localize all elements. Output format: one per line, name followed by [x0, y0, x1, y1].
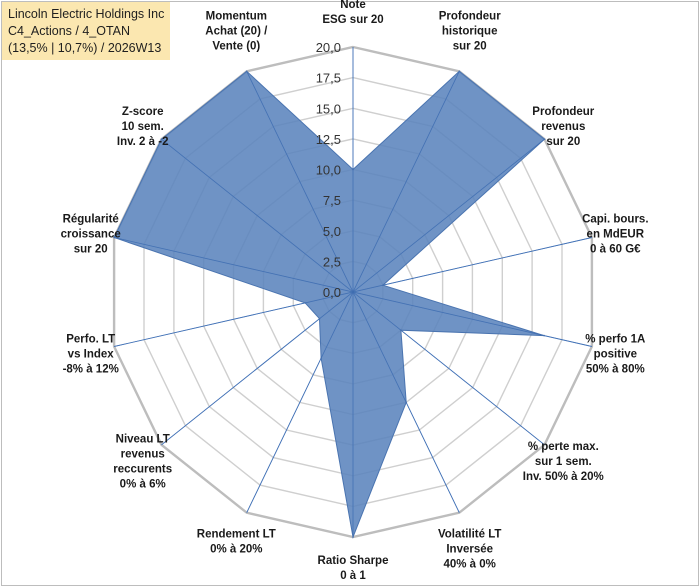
axis-label: Régularité croissance sur 20 — [61, 214, 121, 256]
chart-title-box: Lincoln Electric Holdings Inc C4_Actions… — [2, 2, 171, 60]
axis-label: Rendement LT 0% à 20% — [197, 528, 276, 555]
axis-label: Profondeur historique sur 20 — [439, 11, 501, 53]
tick-label: 17,5 — [316, 71, 341, 86]
axis-spoke-overlay — [114, 291, 354, 347]
axis-spoke-overlay — [114, 237, 354, 293]
axis-labels: Note ESG sur 20 Profondeur historique sur 20… — [61, 0, 649, 582]
axis-spoke-overlay — [352, 291, 460, 513]
title-performance: (13,5% | 10,7%) / 2026W13 — [8, 41, 162, 55]
tick-label: 15,0 — [316, 101, 341, 116]
axis-label: Ratio Sharpe 0 à 1 — [318, 555, 389, 582]
tick-label: 20,0 — [316, 40, 341, 55]
axis-label: Niveau LT revenus reccurents 0% à 6% — [113, 434, 172, 491]
axis-label: Momentum Achat (20) / Vente (0) — [205, 11, 268, 53]
axis-label: % perte max. sur 1 sem. Inv. 50% à 20% — [523, 441, 604, 483]
axis-spoke-overlay — [352, 237, 592, 293]
axis-spoke-overlay — [352, 291, 592, 347]
radar-series — [113, 47, 592, 539]
axis-spoke-overlay — [246, 291, 354, 513]
axis-spoke-overlay — [246, 71, 354, 293]
axis-spoke-overlay — [161, 291, 354, 446]
axis-spoke-overlay — [161, 138, 354, 293]
axis-label: % perfo 1A positive 50% à 80% — [585, 333, 645, 375]
axis-label: Z-score 10 sem. Inv. 2 à -2 — [117, 106, 169, 148]
axis-spoke-overlay — [352, 71, 460, 293]
axis-spoke-overlay — [352, 138, 545, 293]
axis-label: Profondeur revenus sur 20 — [532, 106, 594, 148]
tick-label: 7,5 — [323, 193, 341, 208]
axis-label: Capi. bours. en MdEUR 0 à 60 G€ — [582, 214, 648, 256]
axis-label: Perfo. LT vs Index -8% à 12% — [63, 333, 119, 375]
tick-label: 12,5 — [316, 132, 341, 147]
axis-label: Note ESG sur 20 — [322, 0, 383, 26]
tick-label: 0,0 — [323, 285, 341, 300]
tick-label: 10,0 — [316, 163, 341, 178]
tick-label: 2,5 — [323, 254, 341, 269]
tick-label: 5,0 — [323, 224, 341, 239]
title-category: C4_Actions / 4_OTAN — [8, 24, 131, 38]
axis-label: Volatilité LT Inversée 40% à 0% — [438, 528, 501, 570]
radial-tick-labels: 0,0 2,5 5,0 7,5 10,0 12,5 15,0 17,5 20,0 — [316, 40, 341, 300]
title-company: Lincoln Electric Holdings Inc — [8, 7, 165, 21]
axis-spoke-overlay — [352, 291, 545, 446]
